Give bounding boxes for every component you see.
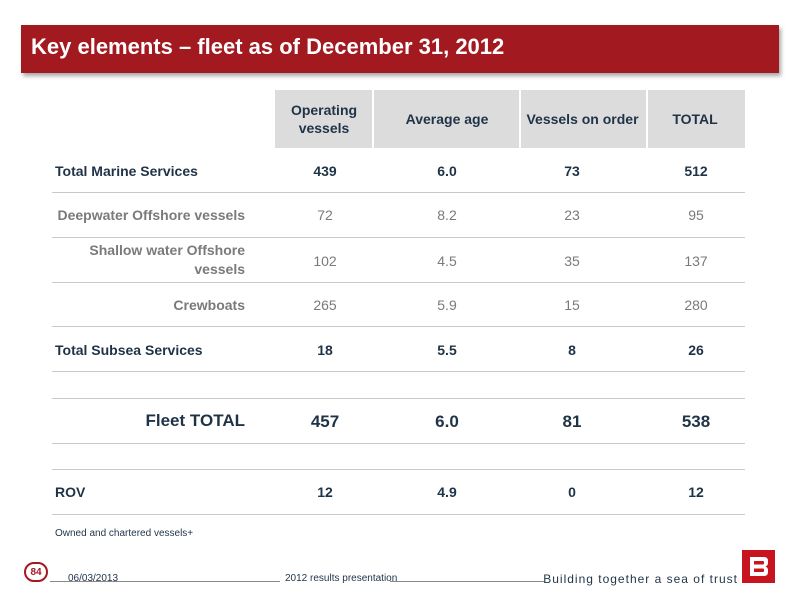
- footnote: Owned and chartered vessels+: [55, 528, 194, 539]
- cell-age: 5.9: [437, 297, 457, 313]
- cell-on-order: 81: [562, 412, 582, 431]
- table-header-band: [275, 90, 745, 148]
- row-divider: [52, 443, 745, 444]
- row-label: Crewboats: [173, 297, 245, 313]
- column-header: Vessels on order: [526, 111, 639, 127]
- title-bar: Key elements – fleet as of December 31, …: [21, 25, 779, 73]
- footer-divider: [50, 581, 280, 582]
- row-label: ROV: [55, 484, 86, 500]
- column-header: Operating vessels: [290, 102, 358, 136]
- cell-operating: 265: [313, 297, 337, 313]
- cell-on-order: 8: [568, 342, 576, 358]
- cell-operating: 102: [313, 253, 337, 269]
- cell-operating: 18: [317, 342, 333, 358]
- cell-on-order: 15: [564, 297, 580, 313]
- cell-age: 4.5: [437, 253, 457, 269]
- row-label: Fleet TOTAL: [145, 411, 246, 430]
- column-header: Average age: [405, 111, 489, 127]
- cell-on-order: 0: [568, 484, 576, 500]
- row-divider: [52, 514, 745, 515]
- header-separator: [646, 90, 648, 148]
- cell-age: 8.2: [437, 207, 457, 223]
- footer-date: 06/03/2013: [68, 573, 119, 584]
- cell-age: 4.9: [437, 484, 457, 500]
- row-divider: [52, 192, 745, 193]
- cell-on-order: 23: [564, 207, 580, 223]
- footer-divider: [390, 581, 545, 582]
- row-label: Deepwater Offshore vessels: [57, 207, 245, 223]
- cell-operating: 439: [313, 163, 337, 179]
- column-header: TOTAL: [672, 111, 718, 127]
- cell-age: 6.0: [435, 412, 459, 431]
- cell-total: 12: [688, 484, 704, 500]
- row-divider: [52, 282, 745, 283]
- company-slogan: Building together a sea of trust: [543, 572, 738, 586]
- cell-operating: 12: [317, 484, 333, 500]
- footer-presentation: 2012 results presentation: [285, 573, 398, 584]
- cell-age: 6.0: [437, 163, 457, 179]
- row-divider: [52, 398, 745, 399]
- row-divider: [52, 237, 745, 238]
- cell-operating: 72: [317, 207, 333, 223]
- page-number: 84: [24, 562, 48, 582]
- cell-total: 137: [684, 253, 708, 269]
- cell-on-order: 35: [564, 253, 580, 269]
- row-divider: [52, 326, 745, 327]
- row-label: Total Marine Services: [55, 163, 198, 179]
- row-divider: [52, 469, 745, 470]
- cell-total: 26: [688, 342, 704, 358]
- cell-total: 95: [688, 207, 704, 223]
- row-label: Shallow water Offshore vessels: [89, 242, 245, 277]
- row-divider: [52, 371, 745, 372]
- cell-on-order: 73: [564, 163, 580, 179]
- header-separator: [519, 90, 521, 148]
- cell-total: 538: [681, 412, 711, 431]
- cell-operating: 457: [310, 412, 340, 431]
- page-title: Key elements – fleet as of December 31, …: [31, 34, 505, 59]
- header-separator: [372, 90, 374, 148]
- company-logo-icon: [742, 550, 775, 583]
- cell-age: 5.5: [437, 342, 457, 358]
- cell-total: 280: [684, 297, 708, 313]
- row-label: Total Subsea Services: [55, 342, 203, 358]
- cell-total: 512: [684, 163, 708, 179]
